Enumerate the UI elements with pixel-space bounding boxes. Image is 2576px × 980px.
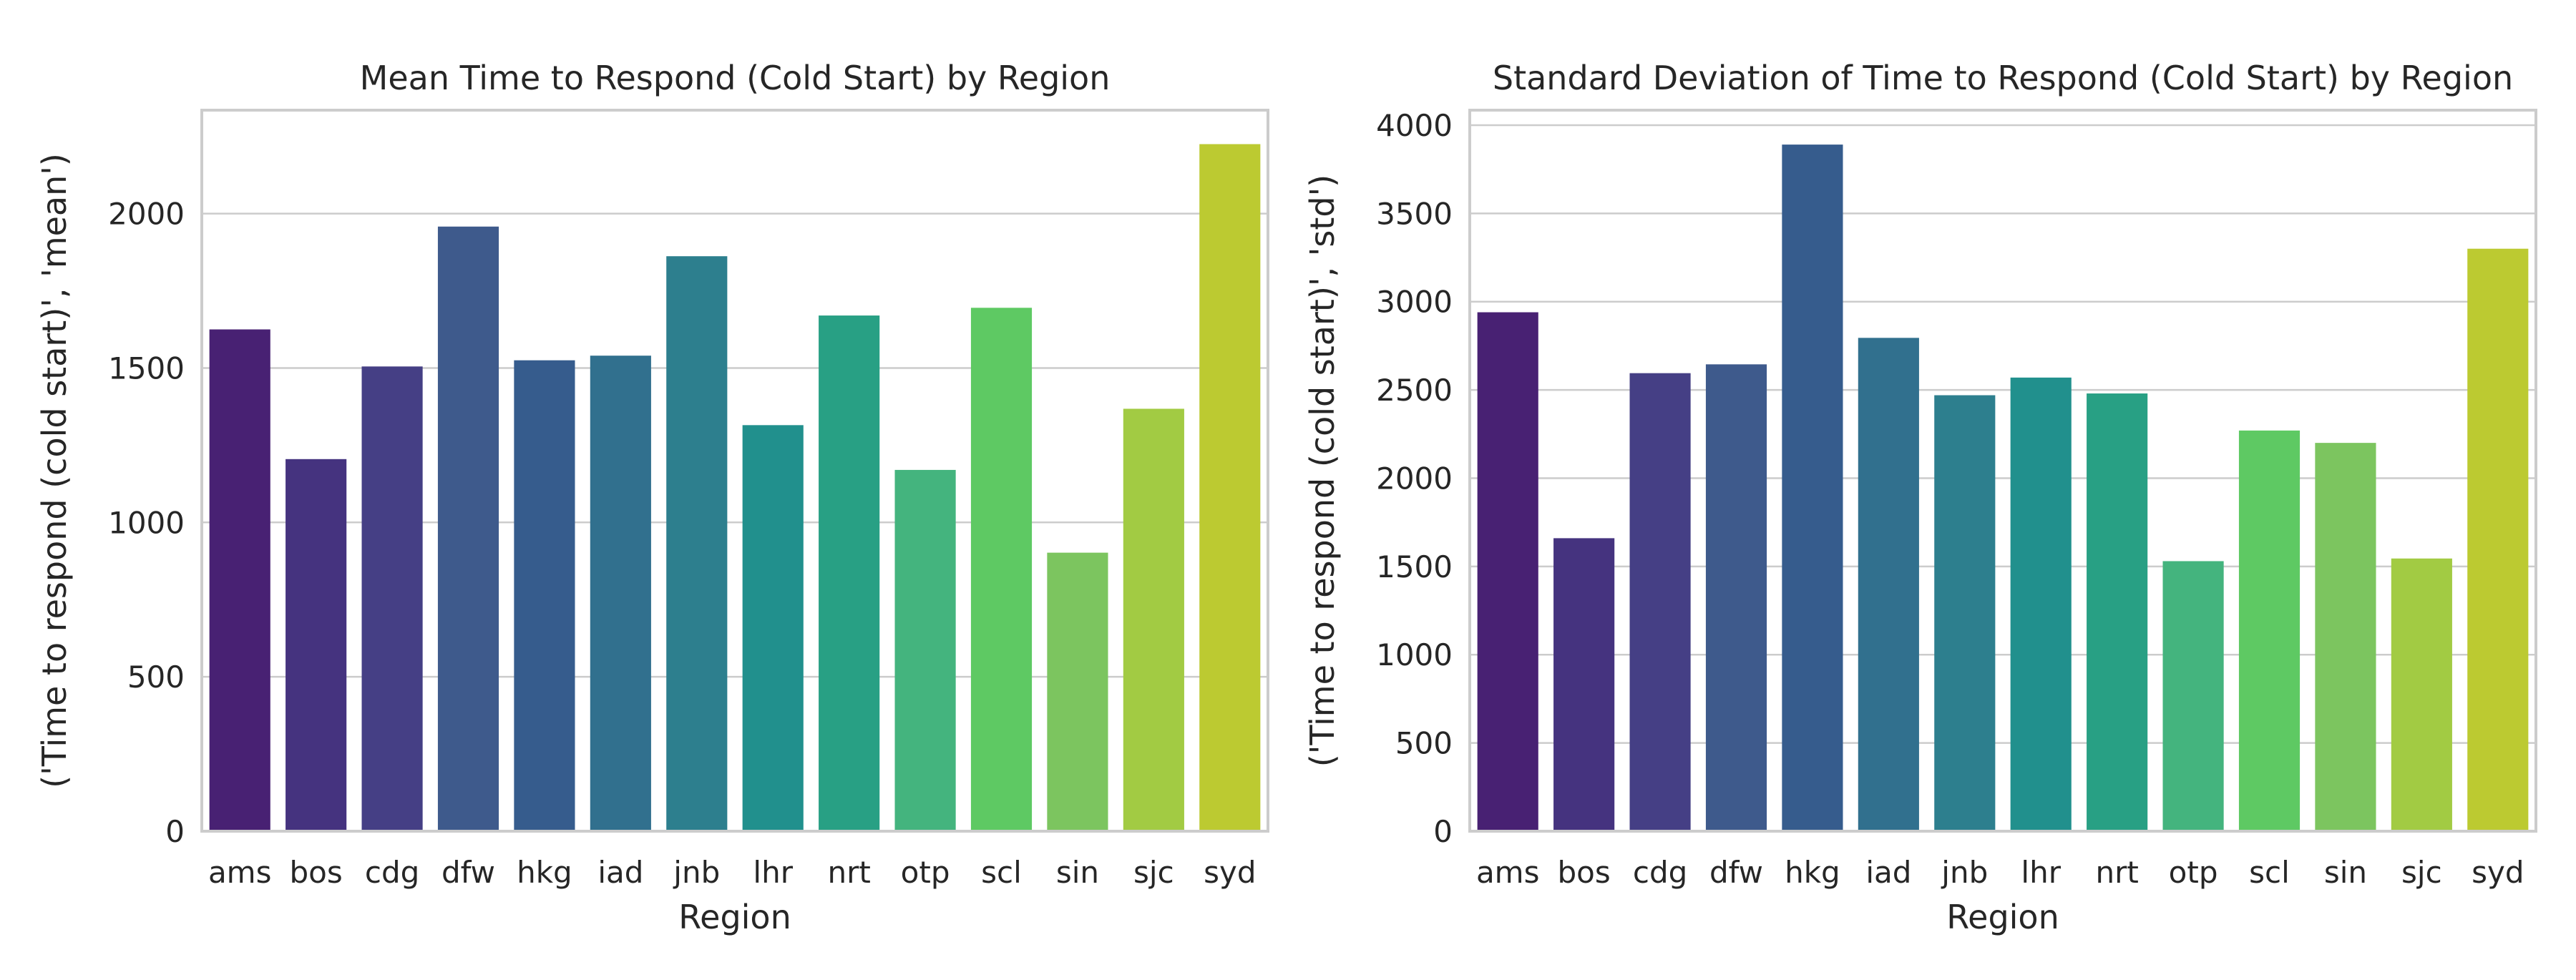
- std-bar-dfw: [1705, 364, 1767, 832]
- mean-x-tick-label: dfw: [441, 855, 495, 890]
- std-bar-bos: [1553, 538, 1615, 831]
- mean-y-tick-label: 2000: [108, 197, 185, 232]
- mean-bar-nrt: [819, 315, 880, 831]
- std-x-tick-label: jnb: [1941, 855, 1988, 890]
- std-bar-nrt: [2087, 393, 2148, 831]
- mean-chart-y-axis-label: ('Time to respond (cold start)', 'mean'): [35, 153, 74, 788]
- std-x-tick-label: ams: [1476, 855, 1540, 890]
- std-bar-hkg: [1782, 144, 1843, 832]
- std-bar-otp: [2162, 561, 2224, 831]
- mean-bar-hkg: [514, 360, 575, 831]
- std-y-tick-label: 3000: [1376, 285, 1453, 320]
- mean-chart-title: Mean Time to Respond (Cold Start) by Reg…: [360, 59, 1111, 97]
- std-bar-sin: [2315, 443, 2376, 831]
- std-bar-jnb: [1934, 395, 1996, 831]
- mean-bar-bos: [286, 459, 347, 831]
- std-x-tick-label: scl: [2249, 855, 2290, 890]
- std-x-tick-label: sin: [2324, 855, 2367, 890]
- std-chart-x-axis-label: Region: [1946, 898, 2059, 936]
- std-x-tick-label: nrt: [2095, 855, 2138, 890]
- std-y-tick-label: 4000: [1376, 108, 1453, 143]
- mean-bar-otp: [894, 469, 956, 831]
- mean-chart-frame: [200, 109, 1269, 833]
- std-y-tick-label: 2500: [1376, 373, 1453, 408]
- mean-chart-panel: 0 500 1000 1500 2000 ams bos cdg dfw hkg iad jnb lh…: [35, 59, 1269, 936]
- mean-y-tick-label: 1000: [108, 505, 185, 540]
- std-x-tick-label: cdg: [1633, 855, 1687, 890]
- std-chart-x-ticks: ams bos cdg dfw hkg iad jnb lhr nrt otp scl sin sjc s…: [1476, 855, 2524, 890]
- std-x-tick-label: dfw: [1709, 855, 1763, 890]
- std-x-tick-label: lhr: [2021, 855, 2061, 890]
- mean-x-tick-label: scl: [981, 855, 1022, 890]
- std-y-tick-label: 0: [1433, 814, 1453, 849]
- mean-bar-dfw: [437, 226, 499, 831]
- mean-x-tick-label: lhr: [753, 855, 793, 890]
- std-chart-y-ticks: 0 500 1000 1500 2000 2500 3000 3500 4000: [1376, 108, 1453, 849]
- mean-x-tick-label: cdg: [365, 855, 419, 890]
- mean-chart-bars: [209, 144, 1261, 832]
- mean-x-tick-label: otp: [901, 855, 950, 890]
- std-y-tick-label: 3500: [1376, 196, 1453, 231]
- mean-bar-iad: [590, 356, 651, 832]
- mean-chart-y-ticks: 0 500 1000 1500 2000: [108, 197, 185, 849]
- std-bar-iad: [1858, 338, 1919, 831]
- mean-x-tick-label: hkg: [517, 855, 572, 890]
- mean-bar-scl: [970, 308, 1033, 831]
- mean-y-tick-label: 0: [165, 814, 185, 849]
- std-x-tick-label: hkg: [1785, 855, 1840, 890]
- std-bar-ams: [1477, 312, 1538, 831]
- std-bar-syd: [2467, 248, 2529, 831]
- mean-bar-cdg: [361, 366, 423, 831]
- std-bar-cdg: [1629, 373, 1691, 831]
- std-x-tick-label: syd: [2472, 855, 2524, 890]
- std-y-tick-label: 1000: [1376, 637, 1453, 672]
- std-x-tick-label: otp: [2169, 855, 2218, 890]
- mean-bar-syd: [1199, 144, 1261, 831]
- std-x-tick-label: sjc: [2401, 855, 2442, 890]
- mean-x-tick-label: ams: [208, 855, 272, 890]
- std-chart-y-axis-label: ('Time to respond (cold start)', 'std'): [1303, 175, 1342, 767]
- mean-x-tick-label: sjc: [1133, 855, 1174, 890]
- mean-x-tick-label: iad: [597, 855, 643, 890]
- mean-bar-lhr: [742, 425, 804, 831]
- std-bar-scl: [2238, 430, 2301, 831]
- std-y-tick-label: 500: [1395, 726, 1453, 761]
- std-x-tick-label: iad: [1865, 855, 1911, 890]
- mean-x-tick-label: syd: [1204, 855, 1256, 890]
- std-bar-sjc: [2391, 558, 2452, 831]
- mean-y-tick-label: 500: [127, 660, 185, 695]
- mean-chart-x-axis-label: Region: [678, 898, 791, 936]
- mean-bar-jnb: [666, 256, 728, 831]
- mean-bar-sjc: [1123, 408, 1184, 831]
- mean-x-tick-label: sin: [1056, 855, 1099, 890]
- std-x-tick-label: bos: [1558, 855, 1611, 890]
- std-chart-bars: [1477, 144, 2529, 832]
- mean-x-tick-label: nrt: [827, 855, 870, 890]
- mean-x-tick-label: bos: [290, 855, 343, 890]
- std-chart-title: Standard Deviation of Time to Respond (C…: [1493, 59, 2513, 97]
- mean-x-tick-label: jnb: [673, 855, 720, 890]
- std-chart-frame: [1468, 109, 2537, 833]
- std-bar-lhr: [2010, 377, 2072, 831]
- std-chart-panel: 0 500 1000 1500 2000 2500 3000 3500 4000 ams bos c…: [1303, 59, 2537, 936]
- mean-bar-ams: [209, 329, 270, 831]
- mean-y-tick-label: 1500: [108, 351, 185, 386]
- std-y-tick-label: 2000: [1376, 461, 1453, 496]
- mean-bar-sin: [1047, 552, 1108, 831]
- mean-chart-x-ticks: ams bos cdg dfw hkg iad jnb lhr nrt otp scl sin sjc s…: [208, 855, 1257, 890]
- std-y-tick-label: 1500: [1376, 549, 1453, 584]
